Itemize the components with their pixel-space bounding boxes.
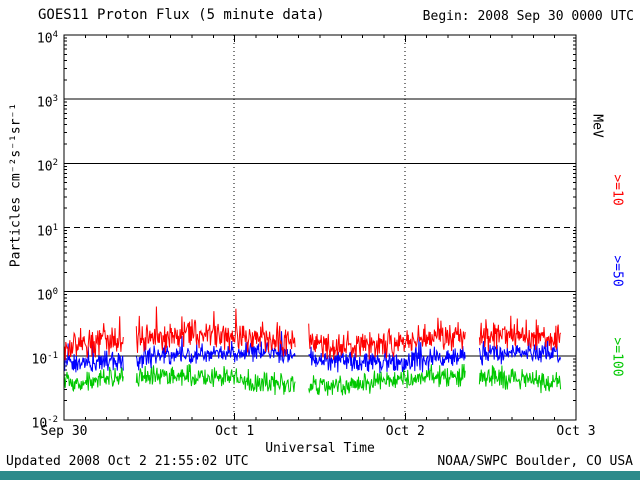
- right-axis-unit-label: MeV: [589, 114, 605, 138]
- x-tick-label: Oct 3: [556, 424, 596, 439]
- flux-series-100: [63, 363, 562, 396]
- x-tick-label: Sep 30: [40, 424, 88, 439]
- chart-title: GOES11 Proton Flux (5 minute data): [38, 7, 325, 23]
- flux-series-50: [63, 331, 562, 374]
- x-tick-label: Oct 2: [385, 424, 425, 439]
- y-tick-label: 100: [36, 286, 58, 303]
- y-tick-label: 104: [36, 30, 58, 47]
- x-tick-label: Oct 1: [215, 424, 255, 439]
- y-tick-label: 101: [36, 222, 58, 239]
- x-axis-label: Universal Time: [265, 441, 375, 456]
- credit-label: NOAA/SWPC Boulder, CO USA: [437, 454, 633, 469]
- updated-timestamp: Updated 2008 Oct 2 21:55:02 UTC: [6, 454, 249, 469]
- begin-timestamp: Begin: 2008 Sep 30 0000 UTC: [422, 9, 634, 24]
- y-tick-label: 102: [36, 158, 58, 175]
- y-tick-label: 10-1: [31, 350, 59, 368]
- series-label-50: >=50: [609, 255, 625, 287]
- y-axis-label: Particles cm⁻²s⁻¹sr⁻¹: [8, 102, 24, 268]
- y-tick-label: 103: [36, 94, 58, 111]
- plot-frame: [63, 34, 577, 421]
- series-label-100: >=100: [609, 337, 625, 377]
- footer-color-bar: [0, 471, 640, 480]
- series-label-10: >=10: [609, 174, 625, 206]
- y-tick-label: 10-2: [31, 415, 59, 432]
- flux-series-10: [63, 306, 562, 361]
